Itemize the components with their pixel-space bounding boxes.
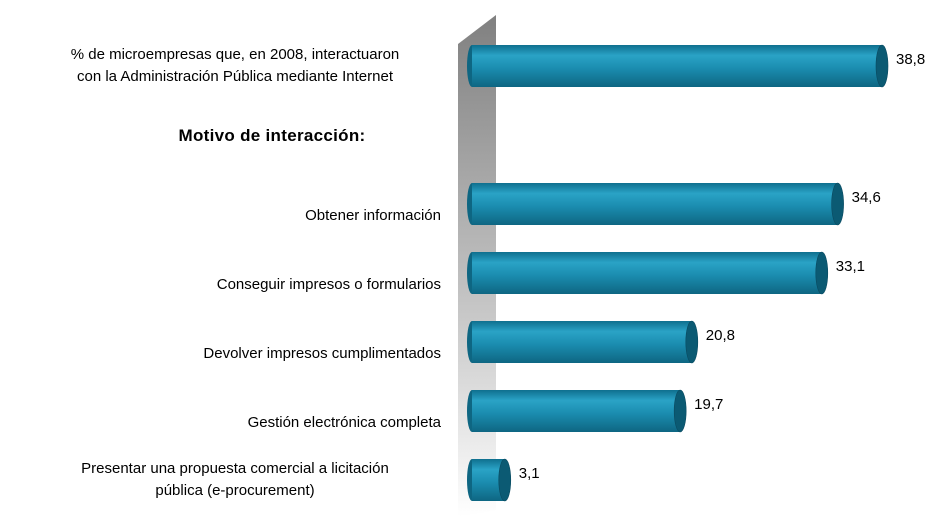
bar-body [472, 45, 882, 87]
bar-body [472, 390, 681, 432]
bar [467, 182, 844, 226]
category-label: Devolver impresos cumplimentados [203, 345, 441, 362]
bar-cap [875, 44, 889, 88]
bar [467, 389, 687, 433]
value-label: 20,8 [706, 327, 735, 344]
bar [467, 458, 512, 502]
section-heading: Motivo de interacción: [178, 126, 366, 145]
bar-cap [673, 389, 687, 433]
bar [467, 44, 889, 88]
category-label: Gestión electrónica completa [247, 414, 441, 431]
bar [467, 251, 829, 295]
value-label: 33,1 [836, 258, 865, 275]
category-label: % de microempresas que, en 2008, interac… [70, 46, 400, 85]
value-label: 38,8 [896, 51, 925, 68]
category-label: Presentar una propuesta comercial a lici… [81, 460, 389, 499]
category-label: Obtener información [305, 207, 441, 224]
bar-body [472, 183, 838, 225]
bar-body [472, 321, 692, 363]
value-label: 19,7 [694, 396, 723, 413]
category-label: Conseguir impresos o formularios [216, 276, 441, 293]
value-label: 34,6 [852, 189, 881, 206]
bar-cap [685, 320, 699, 364]
bar-body [472, 252, 822, 294]
bar-cap [815, 251, 829, 295]
bar-cap [831, 182, 844, 226]
bar-cap [498, 458, 512, 502]
bar [467, 320, 699, 364]
value-label: 3,1 [519, 465, 540, 482]
